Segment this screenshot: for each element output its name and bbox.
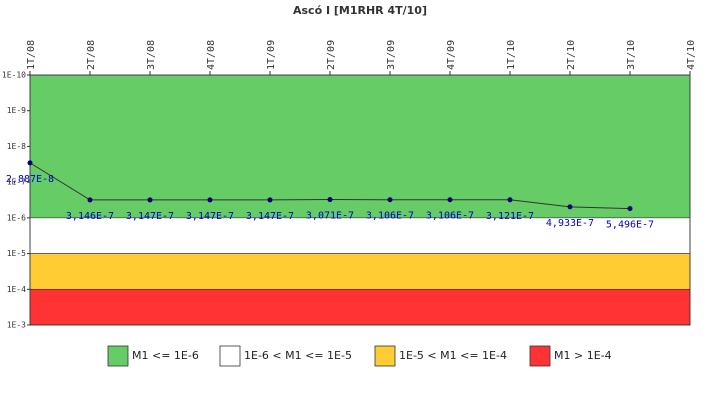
data-point — [267, 197, 273, 203]
data-label: 3,071E-7 — [306, 211, 354, 222]
x-tick-label: 1T/10 — [506, 40, 517, 70]
x-tick-label: 4T/08 — [206, 40, 217, 70]
band — [29, 253, 691, 290]
data-label: 3,146E-7 — [66, 211, 114, 222]
x-tick-label: 2T/10 — [566, 40, 577, 70]
data-label: 4,933E-7 — [546, 218, 594, 229]
data-point — [507, 197, 513, 203]
data-point — [87, 197, 93, 203]
data-label: 3,106E-7 — [426, 211, 474, 222]
data-label: 3,147E-7 — [126, 211, 174, 222]
y-tick-label: 1E-7 — [7, 178, 26, 187]
data-point — [207, 197, 213, 203]
data-label: 3,147E-7 — [186, 211, 234, 222]
legend-swatch — [219, 345, 241, 367]
legend-label: M1 > 1E-4 — [554, 349, 612, 362]
x-tick-label: 4T/09 — [446, 40, 457, 70]
y-tick-label: 1E-8 — [7, 142, 26, 151]
y-tick-label: 1E-10 — [2, 71, 26, 80]
x-tick-label: 1T/09 — [266, 40, 277, 70]
band — [29, 217, 691, 254]
x-tick-label: 2T/09 — [326, 40, 337, 70]
legend-swatch — [529, 345, 551, 367]
data-point — [567, 204, 573, 210]
y-tick-label: 1E-5 — [7, 249, 26, 258]
data-label: 3,106E-7 — [366, 211, 414, 222]
x-tick-label: 3T/09 — [386, 40, 397, 70]
band — [29, 74, 691, 219]
chart-title: Ascó I [M1RHR 4T/10] — [293, 4, 427, 17]
data-point — [327, 197, 333, 203]
data-point — [627, 206, 633, 212]
plot-frame — [29, 74, 691, 326]
legend-swatch — [374, 345, 396, 367]
data-label: 2,887E-8 — [6, 174, 54, 185]
data-point — [387, 197, 393, 203]
x-tick-label: 3T/08 — [146, 40, 157, 70]
data-point — [447, 197, 453, 203]
data-label: 5,496E-7 — [606, 220, 654, 231]
y-tick-label: 1E-3 — [7, 321, 26, 330]
legend-label: 1E-5 < M1 <= 1E-4 — [399, 349, 507, 362]
y-tick-label: 1E-6 — [7, 213, 26, 222]
data-label: 3,121E-7 — [486, 211, 534, 222]
x-tick-label: 2T/08 — [86, 40, 97, 70]
data-point — [27, 160, 33, 166]
band — [29, 288, 691, 326]
legend-swatch — [107, 345, 129, 367]
legend-label: 1E-6 < M1 <= 1E-5 — [244, 349, 352, 362]
legend-label: M1 <= 1E-6 — [132, 349, 199, 362]
data-point — [147, 197, 153, 203]
y-tick-label: 1E-4 — [7, 285, 26, 294]
x-tick-label: 4T/10 — [686, 40, 697, 70]
data-label: 3,147E-7 — [246, 211, 294, 222]
x-tick-label: 1T/08 — [26, 40, 37, 70]
x-tick-label: 3T/10 — [626, 40, 637, 70]
y-tick-label: 1E-9 — [7, 106, 26, 115]
